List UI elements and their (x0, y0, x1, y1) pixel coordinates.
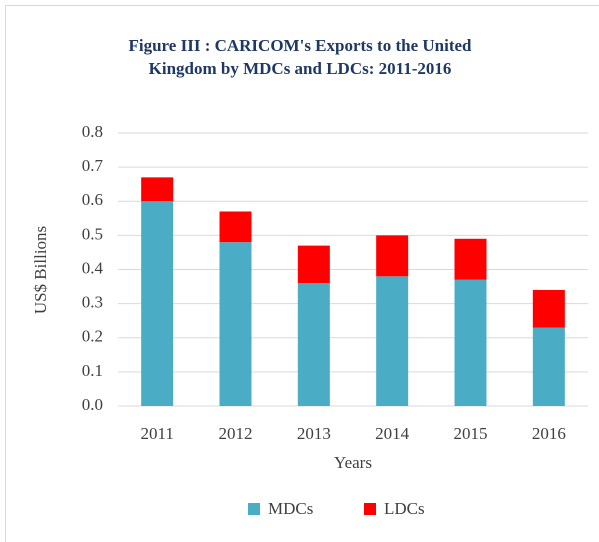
bar-segment (219, 242, 252, 406)
bar-segment (376, 276, 409, 406)
y-tick-label: 0.7 (82, 156, 104, 175)
x-tick-label: 2016 (532, 424, 566, 443)
x-tick-label: 2014 (375, 424, 410, 443)
x-axis-label: Years (334, 453, 372, 472)
x-tick-label: 2012 (219, 424, 253, 443)
y-tick-label: 0.8 (82, 122, 103, 141)
y-tick-label: 0.5 (82, 224, 103, 243)
x-tick-label: 2011 (140, 424, 173, 443)
bar-segment (297, 283, 330, 406)
bar-segment (454, 238, 487, 280)
bar-segment (454, 279, 487, 406)
bar-segment (532, 327, 565, 406)
legend-label: MDCs (268, 499, 313, 518)
legend-label: LDCs (384, 499, 425, 518)
legend-swatch (248, 503, 260, 515)
y-tick-label: 0.1 (82, 361, 103, 380)
y-tick-label: 0.4 (82, 258, 104, 277)
y-axis-label: US$ Billions (31, 226, 50, 314)
y-tick-label: 0.0 (82, 395, 103, 414)
chart-title: Figure III : CARICOM's Exports to the Un… (129, 36, 473, 55)
bar-segment (532, 289, 565, 328)
chart-title: Kingdom by MDCs and LDCs: 2011-2016 (149, 59, 452, 78)
bar-segment (141, 201, 174, 406)
y-tick-label: 0.3 (82, 293, 103, 312)
bar-segment (297, 245, 330, 284)
chart-frame (5, 5, 599, 542)
legend-swatch (364, 503, 376, 515)
y-tick-label: 0.6 (82, 190, 103, 209)
bar-segment (219, 211, 252, 243)
y-tick-label: 0.2 (82, 327, 103, 346)
x-tick-label: 2015 (454, 424, 488, 443)
x-tick-label: 2013 (297, 424, 331, 443)
bar-segment (376, 235, 409, 277)
bar-segment (141, 177, 174, 202)
